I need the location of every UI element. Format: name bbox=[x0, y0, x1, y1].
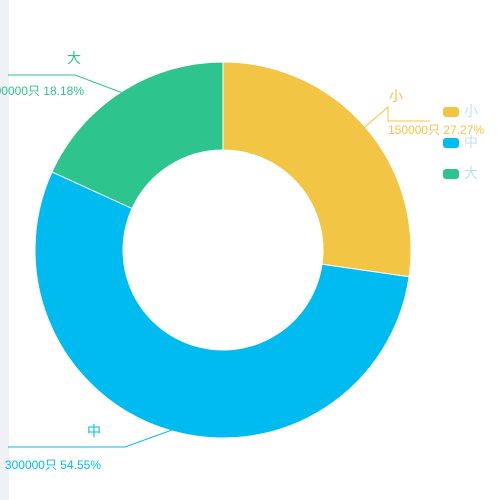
legend-item-large[interactable]: 大 bbox=[443, 165, 478, 182]
slice-large[interactable] bbox=[51, 61, 224, 210]
slice-name-label-large: 大 bbox=[67, 50, 81, 66]
slice-value-label-small: 150000只 27.27% bbox=[388, 123, 484, 137]
legend-label-small: 小 bbox=[464, 103, 478, 119]
legend-label-large: 大 bbox=[464, 165, 478, 181]
legend: 小 中 大 bbox=[443, 103, 478, 182]
slice-value-label-large: 100000只 18.18% bbox=[0, 84, 84, 98]
left-panel-edge bbox=[0, 0, 9, 500]
legend-item-medium[interactable]: 中 bbox=[443, 134, 478, 151]
leader-line-large bbox=[8, 74, 122, 93]
legend-swatch-medium bbox=[443, 137, 459, 148]
legend-swatch-large bbox=[443, 168, 459, 179]
slice-medium[interactable] bbox=[34, 171, 410, 439]
legend-swatch-small bbox=[443, 106, 459, 117]
slice-value-label-medium: 300000只 54.55% bbox=[5, 458, 101, 472]
legend-item-small[interactable]: 小 bbox=[443, 103, 478, 120]
slice-name-label-small: 小 bbox=[389, 88, 403, 104]
leader-line-small bbox=[364, 105, 430, 128]
slice-name-label-medium: 中 bbox=[87, 423, 101, 439]
leader-line-medium bbox=[8, 429, 173, 448]
slice-small[interactable] bbox=[222, 61, 412, 278]
legend-label-medium: 中 bbox=[464, 134, 478, 150]
